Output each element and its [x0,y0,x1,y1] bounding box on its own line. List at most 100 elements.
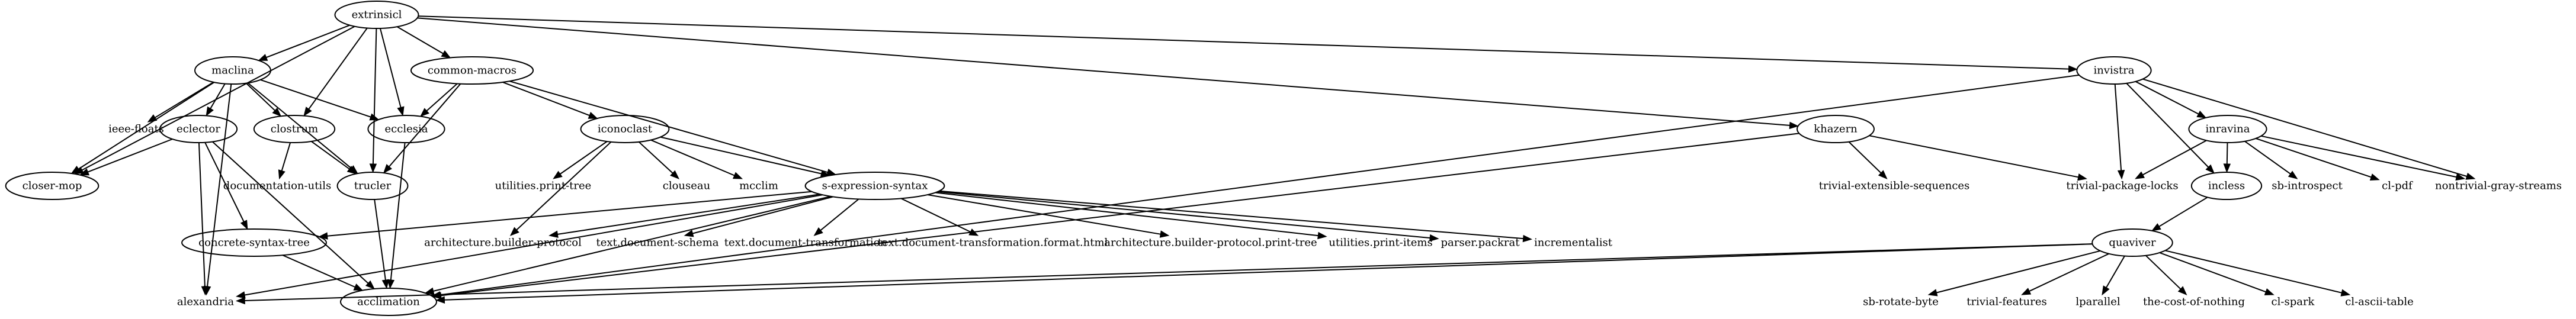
edge-quaviver-to-the-cost-of-nothing [2145,254,2187,295]
arrowhead [732,172,743,179]
arrowhead [1878,170,1888,179]
arrowhead [2455,173,2466,181]
node-incrementalist: incrementalist [1534,237,1613,249]
node-label: eclector [177,123,220,136]
arrowhead [235,297,245,305]
node-label: sb-introspect [2272,180,2343,192]
arrowhead [2288,170,2298,179]
edge-line [396,26,444,54]
edge-eclector-to-alexandria [198,142,209,296]
node-closer-mop: closer-mop [5,172,100,200]
edge-line [379,28,402,108]
graph-nodes: extrinsicl maclina common-macros invistra cl… [5,1,2562,316]
edge-line [198,142,206,287]
arrowhead [553,170,563,179]
edge-line [417,17,1790,126]
arrowhead [369,163,377,173]
edge-line [2261,135,2457,178]
node-label: utilities.print-items [1329,237,1432,249]
node-ellipse [194,56,271,85]
edge-line [266,24,350,59]
arrowhead [813,227,823,236]
node-iconoclast: iconoclast [580,115,670,143]
edge-maclina-to-ecclesia [260,79,380,121]
node-label: ieee-floats [108,123,164,136]
node-label: incrementalist [1534,237,1613,249]
edge-line [247,82,352,169]
node-khazern: khazern [1797,115,1875,143]
node-text-document-schema: text.document-schema [596,237,718,249]
node-label: s-expression-syntax [822,180,928,192]
edge-line [2244,140,2291,175]
node-ellipse [410,56,534,85]
edge-line [2256,137,2372,178]
node-label: quaviver [2109,237,2156,249]
edge-eclector-to-concrete-syntax-tree [204,142,248,230]
node-ellipse [339,288,438,316]
node-label: utilities.print-tree [495,180,592,192]
edge-line [204,142,245,222]
edge-line [210,83,226,109]
edge-line [87,138,173,173]
arrowhead [353,283,364,291]
edge-line [900,198,971,233]
node-incless: incless [2190,172,2263,200]
edge-common-macros-to-trucler [383,83,461,174]
node-clostrum: clostrum [253,115,336,143]
node-label: mcclim [739,180,778,192]
node-label: cl-ascii-table [2345,296,2413,308]
arrowhead [2177,286,2187,295]
edge-eclector-to-closer-mop [79,138,173,176]
edge-extrinsicl-to-invistra [418,15,2078,73]
arrowhead [2135,171,2145,179]
arrowhead [2465,172,2476,180]
node-s-expression-syntax: s-expression-syntax [804,172,945,200]
node-ellipse [181,228,327,257]
arrowhead [387,279,395,289]
node-ellipse [1797,115,1875,143]
arrowhead [1522,234,1532,243]
node-clouseau: clouseau [663,180,710,192]
edge-line [245,82,275,111]
edge-ecclesia-to-acclimation [387,142,406,289]
edge-common-macros-to-ecclesia [419,83,458,117]
edge-iconoclast-to-architecture-builder-protocol [509,141,612,236]
arrowhead [670,170,680,179]
node-label: inravina [2206,123,2250,136]
node-ellipse [580,115,670,143]
arrowhead [548,230,559,238]
edge-line [207,83,232,287]
node-label: text.document-schema [596,237,718,249]
arrowhead [278,169,285,180]
edge-s-expression-syntax-to-acclimation [424,195,831,295]
node-label: text.document-transformation [724,237,887,249]
arrowhead [206,106,214,117]
edge-line [2158,196,2208,227]
edge-line [2106,256,2125,288]
node-label: the-cost-of-nothing [2143,296,2245,308]
edge-line [282,254,355,288]
node-label: ecclesia [385,123,428,136]
node-label: trivial-package-locks [2066,180,2178,192]
edge-khazern-to-trivial-extensible-sequences [1848,141,1888,179]
arrowhead [2205,164,2215,174]
arrowhead [303,107,312,117]
node-label: architecture.builder-protocol [424,237,582,249]
node-label: parser.packrat [1441,237,1520,249]
arrowhead [1317,231,1327,240]
edge-clostrum-to-documentation-utils [278,142,291,180]
edge-line [390,142,406,281]
node-label: documentation-utils [223,180,331,192]
node-mcclim: mcclim [739,180,778,192]
node-text-document-transformation: text.document-transformation [724,237,887,249]
node-documentation-utils: documentation-utils [223,180,331,192]
graph-edges [70,15,2476,305]
arrowhead [1429,234,1439,242]
edge-line [2145,254,2182,290]
edge-line [311,141,350,170]
edge-line [78,82,215,170]
node-acclimation: acclimation [339,288,438,316]
arrowhead [2369,173,2380,181]
node-label: sb-rotate-byte [1863,296,1939,308]
edge-maclina-to-eclector [206,83,226,117]
